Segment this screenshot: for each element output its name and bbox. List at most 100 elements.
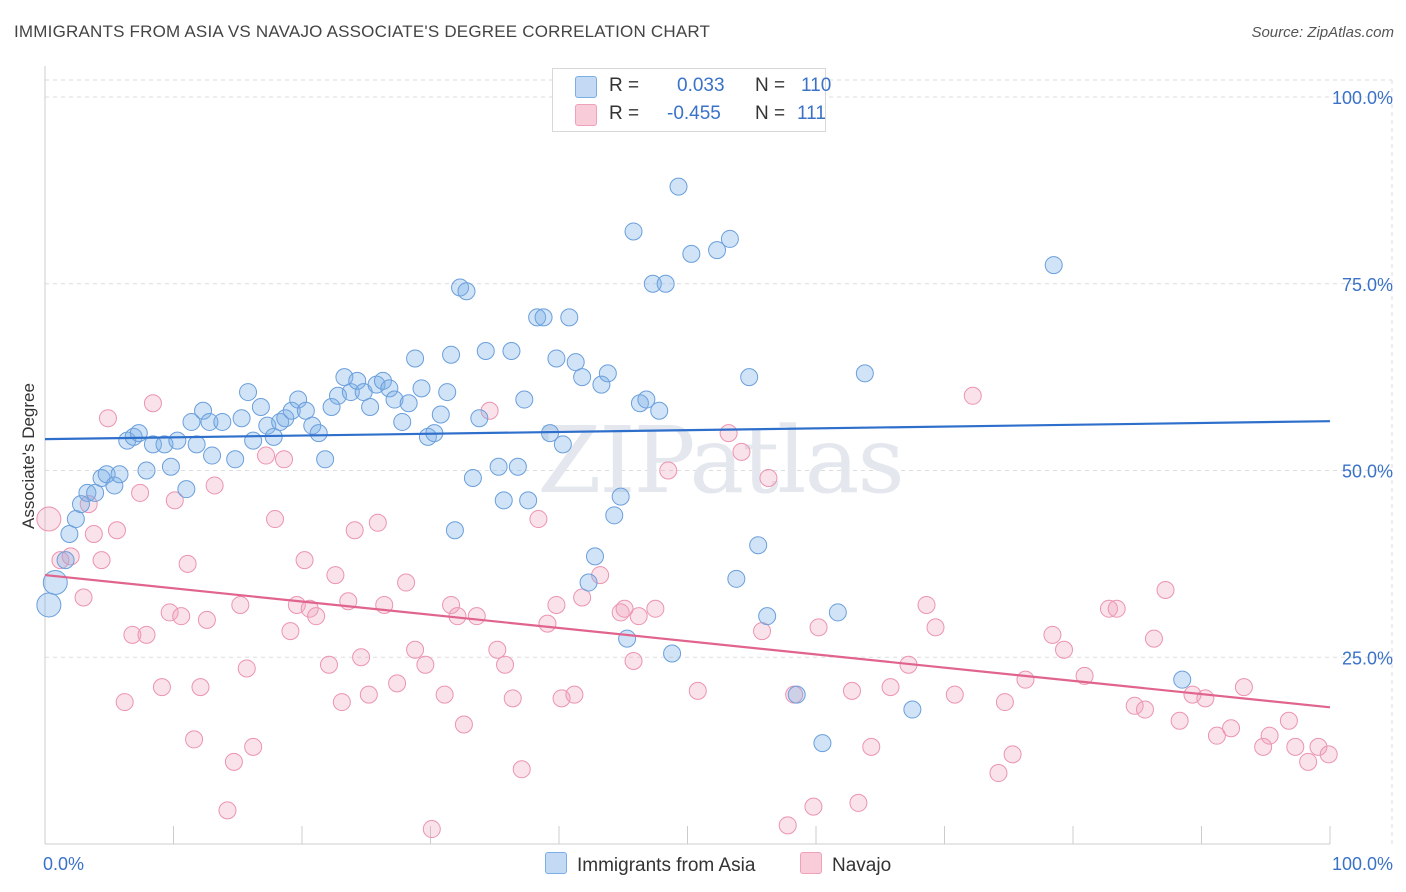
- navajo-legend-label: Navajo: [832, 855, 892, 876]
- navajo-point: [319, 655, 338, 674]
- navajo-point: [160, 603, 179, 622]
- asia-point: [663, 644, 682, 663]
- navajo-point: [881, 678, 900, 697]
- asia-point: [129, 424, 148, 443]
- navajo-point: [646, 599, 665, 618]
- stats-legend: R = 0.033 N = 110 R = -0.455 N = 111: [552, 68, 831, 132]
- asia-point: [182, 412, 201, 431]
- navajo-point: [1260, 726, 1279, 745]
- navajo-point: [326, 566, 345, 585]
- navajo-point: [131, 483, 150, 502]
- navajo-point: [1156, 581, 1175, 600]
- asia-point: [276, 409, 295, 428]
- navajo-point: [688, 681, 707, 700]
- navajo-point: [197, 610, 216, 629]
- asia-point: [605, 506, 624, 525]
- legend-item-navajo: Navajo: [800, 852, 891, 877]
- asia-point: [650, 401, 669, 420]
- navajo-point: [804, 797, 823, 816]
- asia-point: [502, 341, 521, 360]
- navajo-point: [1319, 745, 1338, 764]
- asia-point: [624, 222, 643, 241]
- navajo-point: [143, 394, 162, 413]
- asia-point: [431, 405, 450, 424]
- asia-points: [36, 177, 1192, 753]
- navajo-point: [529, 510, 548, 529]
- asia-point: [470, 409, 489, 428]
- navajo-point: [1170, 711, 1189, 730]
- navajo-point: [496, 655, 515, 674]
- navajo-point: [1299, 752, 1318, 771]
- navajo-points: [36, 386, 1338, 839]
- navajo-point: [51, 551, 70, 570]
- navajo-point: [107, 521, 126, 540]
- asia-point: [682, 244, 701, 263]
- navajo-point: [659, 461, 678, 480]
- asia-point: [86, 483, 105, 502]
- asia-point: [494, 491, 513, 510]
- asia-point: [361, 398, 380, 417]
- asia-legend-swatch: [545, 852, 567, 874]
- r-value: 0.033: [677, 75, 725, 96]
- navajo-point: [573, 588, 592, 607]
- asia-legend-label: Immigrants from Asia: [577, 855, 756, 876]
- navajo-point: [809, 618, 828, 637]
- navajo-point: [512, 760, 531, 779]
- navajo-point: [123, 625, 142, 644]
- asia-point: [373, 371, 392, 390]
- y-tick-label: 75.0%: [1342, 275, 1393, 295]
- asia-point: [579, 573, 598, 592]
- navajo-point: [1196, 689, 1215, 708]
- asia-point: [519, 491, 538, 510]
- navajo-point: [359, 685, 378, 704]
- navajo-point: [917, 595, 936, 614]
- navajo-point: [281, 622, 300, 641]
- asia-point: [528, 308, 547, 327]
- asia-point: [322, 398, 341, 417]
- navajo-point: [84, 524, 103, 543]
- navajo-point: [1055, 640, 1074, 659]
- asia-point: [508, 457, 527, 476]
- asia-point: [303, 416, 322, 435]
- navajo-point: [1003, 745, 1022, 764]
- navajo-point: [218, 801, 237, 820]
- navajo-point: [989, 764, 1008, 783]
- asia-point: [656, 274, 675, 293]
- asia-point: [380, 379, 399, 398]
- navajo-point: [1125, 696, 1144, 715]
- navajo-point: [1144, 629, 1163, 648]
- r-label: R =: [609, 75, 640, 96]
- asia-point: [309, 424, 328, 443]
- navajo-point: [165, 491, 184, 510]
- navajo-point: [538, 614, 557, 633]
- asia-point: [855, 364, 874, 383]
- navajo-point: [368, 513, 387, 532]
- asia-point: [226, 450, 245, 469]
- navajo-point: [435, 685, 454, 704]
- navajo-point: [753, 622, 772, 641]
- navajo-point: [862, 737, 881, 756]
- navajo-point: [406, 640, 425, 659]
- asia-point: [708, 241, 727, 260]
- asia-point: [813, 734, 832, 753]
- asia-point: [585, 547, 604, 566]
- axes: [44, 66, 1331, 845]
- navajo-legend-swatch: [800, 852, 822, 874]
- navajo-point: [442, 595, 461, 614]
- asia-point: [341, 383, 360, 402]
- asia-point: [110, 465, 129, 484]
- navajo-point: [1043, 625, 1062, 644]
- navajo-point: [295, 551, 314, 570]
- navajo-point: [422, 820, 441, 839]
- r-value: -0.455: [667, 103, 721, 124]
- navajo-point: [615, 599, 634, 618]
- asia-point: [442, 345, 461, 364]
- navajo-point: [191, 678, 210, 697]
- asia-point: [36, 592, 62, 618]
- asia-point: [457, 282, 476, 301]
- tick-labels: 100.0% 75.0% 50.0% 25.0% 0.0% 100.0%: [43, 88, 1393, 874]
- navajo-point: [345, 521, 364, 540]
- n-label: N =: [755, 75, 786, 96]
- asia-point: [60, 524, 79, 543]
